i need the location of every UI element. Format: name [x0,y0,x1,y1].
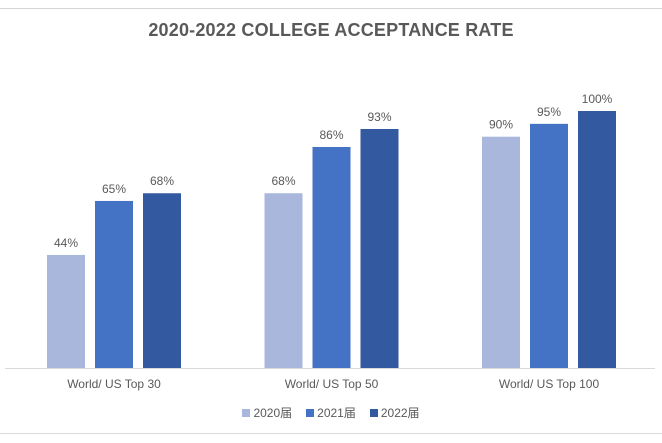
legend-item-2021: 2021届 [306,404,356,421]
category-label-1: World/ US Top 30 [67,377,161,391]
data-labels-layer: 44% 65% 68% 68% 86% 93% 90% 95% 100% [54,92,613,250]
bar-2020-group-2 [264,193,303,368]
bar-2021-group-3 [530,123,568,368]
category-label-3: World/ US Top 100 [499,377,600,391]
data-label-2022-group-1: 68% [150,174,174,188]
chart-title: 2020-2022 COLLEGE ACCEPTANCE RATE [148,20,514,40]
legend-swatch-2022 [369,408,378,417]
bars-layer [47,111,616,368]
bar-2021-group-2 [312,146,351,368]
bar-2021-group-1 [95,200,133,368]
data-label-2021-group-3: 95% [537,105,561,119]
data-label-2020-group-3: 90% [489,118,513,132]
data-label-2022-group-3: 100% [582,92,613,106]
category-label-2: World/ US Top 50 [285,377,379,391]
data-label-2020-group-1: 44% [54,236,78,250]
legend-label-2022: 2022届 [380,406,420,420]
legend-label-2021: 2021届 [317,406,356,420]
data-label-2021-group-2: 86% [319,128,343,142]
bar-2022-group-3 [578,111,616,368]
bar-2022-group-1 [143,193,181,368]
bar-2022-group-2 [360,128,399,368]
category-labels-layer: World/ US Top 30 World/ US Top 50 World/ U… [67,377,599,391]
frame-top-border [0,8,662,9]
legend-swatch-2020 [242,408,251,417]
legend-item-2020: 2020届 [242,404,292,421]
legend-swatch-2021 [306,408,315,417]
data-label-2022-group-2: 93% [367,110,391,124]
data-label-2020-group-2: 68% [271,174,295,188]
data-label-2021-group-1: 65% [102,182,126,196]
legend: 2020届 2021届 2022届 [0,404,662,421]
legend-label-2020: 2020届 [253,406,293,420]
bar-2020-group-1 [47,254,85,368]
legend-item-2022: 2022届 [369,404,420,421]
bar-2020-group-3 [482,136,520,368]
frame-bottom-border [0,433,662,434]
